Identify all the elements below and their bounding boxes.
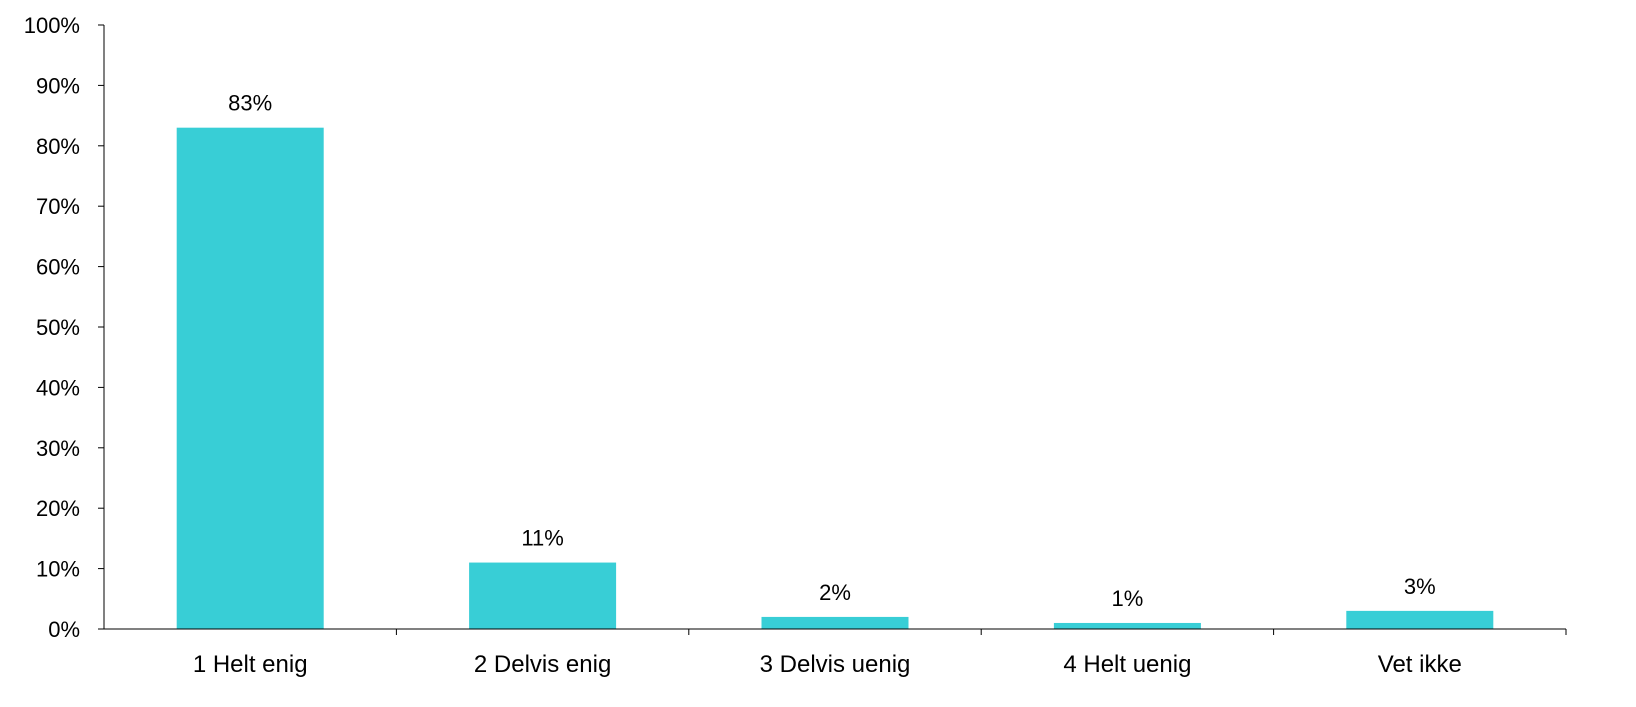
y-tick-label: 50% [36, 315, 80, 340]
x-tick-label: 1 Helt enig [193, 651, 308, 678]
bars [176, 127, 1494, 630]
bar [1346, 610, 1494, 629]
data-label: 2% [819, 580, 851, 605]
bar [176, 127, 324, 630]
y-tick-label: 20% [36, 496, 80, 521]
y-tick-label: 100% [24, 13, 80, 38]
bar [761, 616, 909, 629]
data-label: 1% [1112, 586, 1144, 611]
y-tick-label: 60% [36, 255, 80, 280]
x-tick-label: 3 Delvis uenig [760, 651, 911, 678]
y-tick-label: 40% [36, 375, 80, 400]
y-tick-label: 30% [36, 436, 80, 461]
y-axis: 0% 10% 20% 30% 40% 50% 60% 70% 80% 90% 100% [24, 13, 104, 642]
y-tick-label: 70% [36, 194, 80, 219]
bar [1053, 622, 1201, 629]
x-tick-label: Vet ikke [1378, 651, 1462, 678]
data-labels: 83% 11% 2% 1% 3% [228, 91, 1436, 611]
data-label: 83% [228, 91, 272, 116]
y-tick-label: 10% [36, 557, 80, 582]
y-tick-label: 0% [48, 617, 80, 642]
y-tick-label: 90% [36, 73, 80, 98]
data-label: 11% [521, 526, 563, 551]
x-tick-label: 4 Helt uenig [1063, 651, 1191, 678]
y-tick-label: 80% [36, 134, 80, 159]
data-label: 3% [1404, 574, 1436, 599]
bar [469, 562, 617, 629]
x-tick-label: 2 Delvis enig [474, 651, 611, 678]
x-axis: 1 Helt enig 2 Delvis enig 3 Delvis uenig 4 … [193, 629, 1567, 678]
